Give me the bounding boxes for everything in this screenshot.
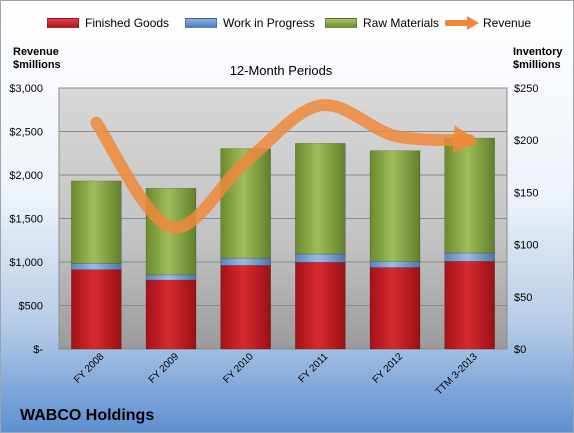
- left-tick-label: $3,000: [9, 83, 43, 95]
- left-tick-label: $500: [19, 301, 43, 313]
- bar-raw-materials: [295, 143, 346, 255]
- right-axis-title-line-1: Inventory: [513, 46, 563, 58]
- bar-work-in-progress: [145, 274, 197, 281]
- left-tick-label: $2,000: [9, 170, 43, 182]
- legend-label-raw-materials: Raw Materials: [363, 16, 440, 30]
- bar-finished-goods: [444, 261, 495, 350]
- right-axis-title: Inventory $millions: [513, 46, 563, 72]
- right-tick-label: $250: [514, 83, 538, 95]
- bar-finished-goods: [71, 269, 122, 350]
- bar-finished-goods: [369, 267, 421, 350]
- category-label: FY 2012: [371, 351, 406, 386]
- right-axis-title-line-2: $millions: [513, 59, 561, 71]
- legend-label-finished-goods: Finished Goods: [85, 16, 170, 30]
- category-label: TTM 3-2013: [433, 351, 480, 398]
- left-axis-ticks: $- $500 $1,000 $1,500 $2,000 $2,500 $3,000: [9, 83, 43, 356]
- bar-raw-materials: [71, 180, 122, 264]
- bar-work-in-progress: [220, 257, 271, 266]
- right-tick-label: $100: [514, 240, 538, 252]
- right-tick-label: $200: [514, 135, 538, 147]
- right-tick-label: $0: [514, 344, 526, 356]
- bar-raw-materials: [444, 137, 495, 254]
- legend-label-revenue: Revenue: [483, 16, 532, 30]
- left-tick-label: $2,500: [9, 127, 43, 139]
- chart-subtitle: 12-Month Periods: [229, 63, 333, 78]
- bar-finished-goods: [145, 279, 197, 350]
- revenue-line: [90, 99, 476, 234]
- bar-finished-goods: [220, 265, 271, 350]
- legend-swatch-finished-goods: [47, 18, 79, 28]
- category-label: FY 2008: [72, 351, 107, 386]
- legend: Finished Goods Work in Progress Raw Mate…: [1, 14, 573, 34]
- legend-swatch-work-in-progress: [185, 18, 217, 28]
- left-tick-label: $-: [33, 344, 43, 356]
- bar-work-in-progress: [71, 263, 122, 270]
- bars: [71, 137, 495, 350]
- bar-raw-materials: [369, 150, 421, 262]
- gridlines: [59, 131, 507, 306]
- legend-label-work-in-progress: Work in Progress: [223, 16, 315, 30]
- right-axis-ticks: $0 $50 $100 $150 $200 $250: [514, 83, 538, 356]
- bar-finished-goods: [295, 262, 346, 350]
- category-label: FY 2010: [221, 351, 256, 386]
- company-name: WABCO Holdings: [20, 407, 155, 424]
- legend-swatch-revenue: [445, 16, 479, 30]
- revenue-arrowhead: [452, 125, 478, 154]
- left-axis-title-line-2: $millions: [13, 59, 61, 71]
- left-axis-title: Revenue $millions: [13, 46, 61, 72]
- left-axis-title-line-1: Revenue: [13, 46, 59, 58]
- bar-work-in-progress: [444, 252, 495, 262]
- category-labels: FY 2008 FY 2009 FY 2010 FY 2011 FY 2012 TTM 3…: [72, 351, 480, 398]
- right-tick-label: $150: [514, 187, 538, 199]
- legend-swatch-raw-materials: [325, 18, 357, 28]
- revenue-line-layer: [90, 99, 478, 234]
- category-label: FY 2009: [147, 351, 182, 386]
- left-tick-label: $1,500: [9, 214, 43, 226]
- category-label: FY 2011: [297, 351, 331, 385]
- right-tick-label: $50: [514, 292, 532, 304]
- bar-work-in-progress: [295, 253, 346, 263]
- left-tick-label: $1,000: [9, 257, 43, 269]
- bar-work-in-progress: [369, 261, 421, 268]
